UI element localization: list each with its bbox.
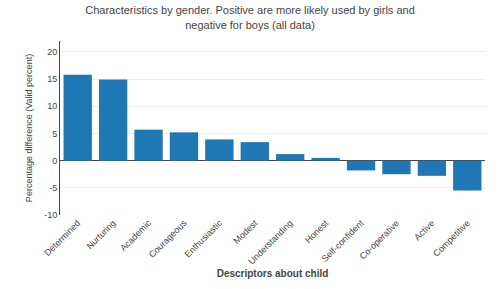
svg-text:Nurturing: Nurturing	[84, 218, 117, 251]
svg-text:Enthusiastic: Enthusiastic	[183, 218, 225, 260]
svg-text:Determined: Determined	[42, 218, 82, 258]
svg-text:Co-operative: Co-operative	[358, 218, 402, 262]
svg-text:Understanding: Understanding	[246, 218, 294, 266]
svg-text:0: 0	[52, 156, 57, 166]
svg-text:Modest: Modest	[231, 218, 259, 246]
svg-text:15: 15	[47, 74, 57, 84]
svg-text:Competitive: Competitive	[431, 218, 472, 259]
svg-text:Academic: Academic	[118, 218, 153, 253]
svg-text:Characteristics by gender. Pos: Characteristics by gender. Positive are …	[85, 4, 415, 30]
svg-text:-10: -10	[44, 210, 57, 220]
svg-text:Self-confident: Self-confident	[320, 218, 366, 264]
svg-text:10: 10	[47, 101, 57, 111]
svg-text:Courageous: Courageous	[147, 218, 189, 260]
svg-text:Percentage difference (Valid p: Percentage difference (Valid percent)	[24, 54, 34, 202]
svg-text:5: 5	[52, 129, 57, 139]
svg-text:Active: Active	[412, 218, 436, 242]
svg-text:Honest: Honest	[303, 218, 331, 246]
svg-text:Descriptors about child: Descriptors about child	[217, 268, 329, 279]
svg-text:20: 20	[47, 47, 57, 57]
svg-text:-5: -5	[49, 183, 57, 193]
